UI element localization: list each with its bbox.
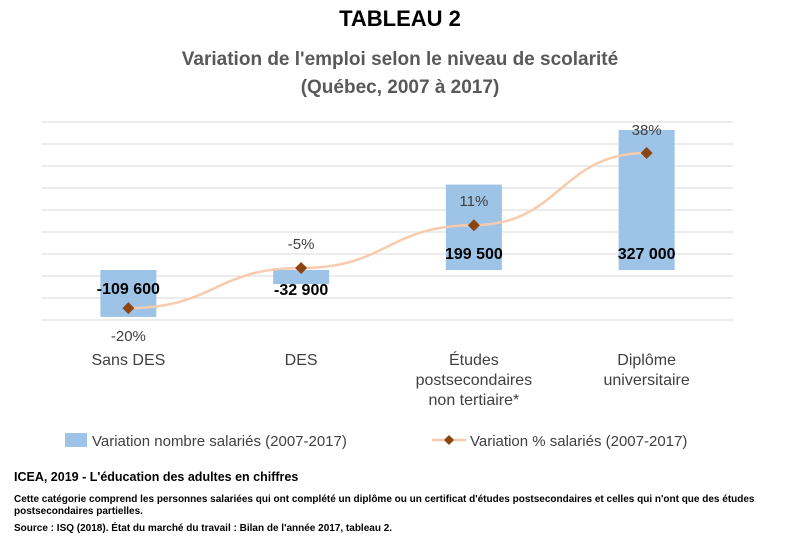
chart-subtitle-years: (Québec, 2007 à 2017) (300, 77, 500, 98)
gridlines (42, 121, 733, 321)
bar-series (100, 130, 675, 317)
footer-note: Cette catégorie comprend les personnes s… (14, 494, 755, 517)
chart-title: TABLEAU 2 (339, 6, 461, 31)
pct-value-label: -20% (111, 328, 146, 345)
legend-bar-label: Variation nombre salariés (2007-2017) (92, 433, 347, 450)
chart-subtitle: Variation de l'emploi selon le niveau de… (181, 49, 619, 70)
legend-bar-swatch (65, 433, 87, 447)
bar-value-label: -109 600 (97, 281, 160, 298)
category-label: Études (449, 350, 499, 369)
bar (273, 270, 330, 285)
category-label: universitaire (603, 372, 689, 389)
bar-value-label: -32 900 (274, 282, 328, 299)
category-label: postsecondaires (416, 372, 533, 389)
pct-line (128, 151, 647, 310)
footer-title: ICEA, 2019 - L'éducation des adultes en … (14, 470, 299, 484)
category-label: Sans DES (91, 352, 165, 369)
pct-value-label: -5% (288, 236, 315, 253)
pct-marker (640, 147, 653, 159)
category-label: DES (285, 352, 318, 369)
category-labels: Sans DES DES Études postsecondaires non tert… (91, 350, 689, 409)
bar-value-label: 327 000 (618, 246, 676, 263)
pct-value-label: 11% (459, 193, 488, 210)
category-label: Diplôme (617, 352, 676, 369)
legend-line-label: Variation % salariés (2007-2017) (470, 433, 687, 450)
data-labels: -109 600 -32 900 199 500 327 000 -20% -5% 11% 3… (97, 122, 676, 345)
pct-marker (122, 302, 135, 315)
legend-line-marker (444, 435, 454, 445)
chart-svg: -109 600 -32 900 199 500 327 000 -20% -5% 11% 3… (42, 121, 733, 450)
footer-source: Source : ISQ (2018). État du marché du t… (14, 523, 393, 534)
pct-marker (295, 262, 308, 274)
legend: Variation nombre salariés (2007-2017) Var… (65, 433, 687, 450)
category-label: non tertiaire* (429, 392, 520, 409)
pct-marker (467, 219, 480, 232)
bar-value-label: 199 500 (445, 246, 503, 263)
pct-value-label: 38% (632, 122, 662, 139)
line-series (122, 147, 653, 315)
